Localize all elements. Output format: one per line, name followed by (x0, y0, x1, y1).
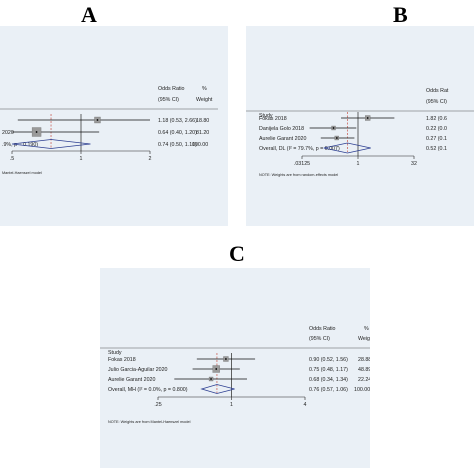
ci-header: (95% CI) (309, 336, 330, 342)
odds-ratio-value: 0.64 (0.40, 1.20) (158, 130, 197, 136)
overall-effect-diamond (200, 384, 235, 394)
percent-header: % (364, 326, 369, 332)
x-axis-tick-label: 1 (230, 402, 233, 408)
forest-plot-b: Study Odds Rat (95% CI) Fokas 2018 1.82 (0.6… (246, 26, 474, 226)
forest-plot-b-svg: Study Odds Rat (95% CI) Fokas 2018 1.82 (0.6… (246, 88, 474, 177)
odds-ratio-header: Odds Ratio (309, 326, 336, 332)
weight-value: 81.20 (196, 130, 209, 136)
study-column-header: Study (259, 113, 273, 119)
weight-value: 22.24 (358, 377, 370, 383)
weight-value: 18.80 (196, 118, 209, 124)
study-column-header: Study (108, 350, 122, 356)
x-axis-tick-label: 32 (411, 161, 417, 167)
point-estimate-marker (215, 368, 218, 370)
odds-ratio-header: Odds Ratio (158, 86, 185, 92)
x-axis-tick-label: .25 (154, 402, 161, 408)
point-estimate-marker (335, 137, 338, 139)
odds-ratio-header: Odds Rat (426, 88, 449, 94)
study-label: Fokas 2018 (259, 116, 287, 122)
ci-header: (95% CI) (158, 97, 179, 103)
x-axis-tick-label: 4 (304, 402, 307, 408)
model-note: NOTE: Weights are from Mantel-Haenszel m… (108, 420, 191, 424)
point-estimate-marker (332, 127, 335, 129)
overall-odds-ratio-value: 0.76 (0.57, 1.06) (309, 387, 348, 393)
overall-effect-diamond (11, 139, 91, 149)
weight-header: Weight (196, 97, 213, 103)
study-label: Fokas 2018 (108, 357, 136, 363)
forest-plot-a-svg: Odds Ratio (95% CI)% Weight 1.18 (0.53, 2.6… (0, 86, 218, 175)
overall-weight-value: 100.00 (354, 387, 370, 393)
odds-ratio-value: 0.68 (0.34, 1.34) (309, 377, 348, 383)
model-note: NOTE: Weights are from random-effects mo… (259, 173, 338, 177)
percent-header: % (202, 86, 207, 92)
forest-plot-a: Odds Ratio (95% CI)% Weight 1.18 (0.53, 2.6… (0, 26, 228, 226)
weight-header: Weight (358, 336, 370, 342)
study-label: Aurelie Garant 2020 (108, 377, 155, 383)
overall-label: Overall, DL (I² = 79.7%, p = 0.007) (259, 146, 340, 152)
point-estimate-marker (225, 358, 227, 360)
weight-value: 48.89 (358, 367, 370, 373)
panel-letter-a: A (81, 2, 97, 27)
study-label: 2020 (2, 130, 14, 136)
study-label: Danijela Golo 2018 (259, 126, 304, 132)
study-label: Julio Garcia-Aguilar 2020 (108, 367, 168, 373)
x-axis-tick-label: .5 (10, 156, 14, 162)
odds-ratio-value: 0.27 (0.1 (426, 136, 447, 142)
forest-plot-c: Study Odds Ratio (95% CI)% Weight Fokas 2018… (100, 268, 370, 468)
odds-ratio-value: 1.18 (0.53, 2.66) (158, 118, 197, 124)
overall-effect-diamond (323, 142, 371, 154)
overall-weight-value: 100.00 (192, 142, 208, 148)
panel-letter-b: B (393, 2, 408, 27)
panel-letter-c: C (229, 241, 245, 266)
x-axis-tick-label: 1 (80, 156, 83, 162)
overall-odds-ratio-value: 0.74 (0.50, 1.10) (158, 142, 197, 148)
point-estimate-marker (35, 131, 38, 133)
odds-ratio-value: 0.22 (0.0 (426, 126, 447, 132)
weight-value: 28.88 (358, 357, 370, 363)
forest-plot-c-svg: Study Odds Ratio (95% CI)% Weight Fokas 2018… (100, 326, 370, 424)
overall-odds-ratio-value: 0.52 (0.1 (426, 146, 447, 152)
odds-ratio-value: 0.90 (0.52, 1.56) (309, 357, 348, 363)
x-axis-tick-label: 1 (357, 161, 360, 167)
point-estimate-marker (96, 119, 99, 121)
ci-header: (95% CI) (426, 99, 447, 105)
point-estimate-marker (210, 378, 212, 380)
odds-ratio-value: 0.75 (0.48, 1.17) (309, 367, 348, 373)
x-axis-tick-label: .03125 (294, 161, 310, 167)
study-label: Aurelie Garant 2020 (259, 136, 306, 142)
model-note: Mantel-Haenszel model (2, 171, 42, 175)
odds-ratio-value: 1.82 (0.6 (426, 116, 447, 122)
point-estimate-marker (366, 117, 369, 119)
overall-label: Overall, MH (I² = 0.0%, p = 0.800) (108, 387, 188, 393)
x-axis-tick-label: 2 (149, 156, 152, 162)
